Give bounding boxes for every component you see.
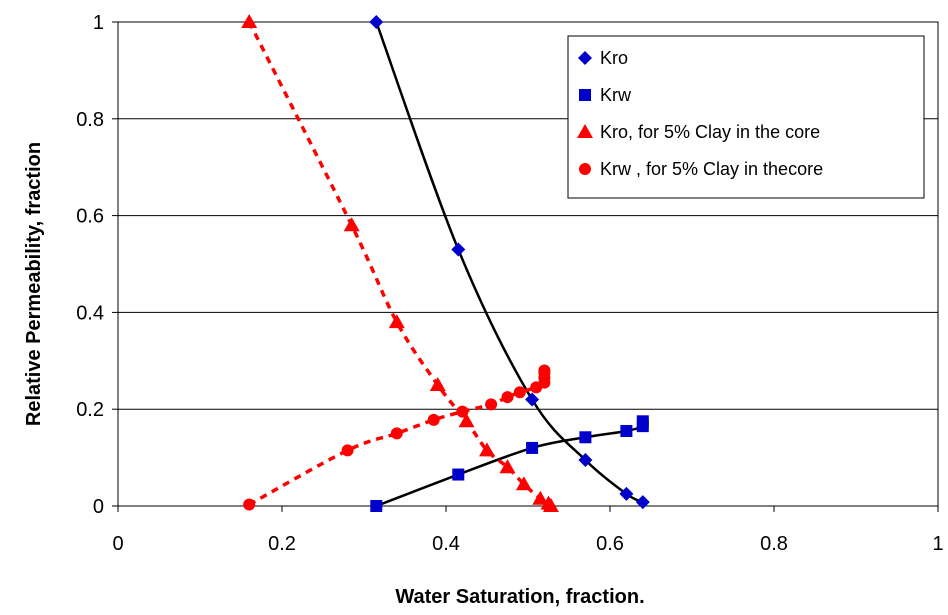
x-axis-title: Water Saturation, fraction. xyxy=(395,586,644,608)
series-0-point-4 xyxy=(619,486,634,501)
series-0-point-0 xyxy=(369,15,384,29)
legend-items: Kro Krw Kro, for 5% Clay in the core Krw , … xyxy=(577,48,823,179)
legend-marker-0 xyxy=(578,51,592,65)
series-3-point-1 xyxy=(341,444,354,457)
series-3-point-2 xyxy=(390,427,403,440)
series-3-point-0 xyxy=(243,498,256,511)
series-0-point-1 xyxy=(451,242,466,257)
x-tick-label-2: 0.4 xyxy=(432,533,460,555)
legend-marker-3 xyxy=(579,163,591,175)
x-tick-label-4: 0.8 xyxy=(760,533,788,555)
series-2-point-6 xyxy=(499,459,516,474)
legend-label-3: Krw , for 5% Clay in thecore xyxy=(600,159,823,179)
series-0-point-3 xyxy=(578,453,593,468)
series-3-point-6 xyxy=(501,391,514,404)
x-tick-label-1: 0.2 xyxy=(268,533,296,555)
series-1-point-6 xyxy=(636,415,649,428)
y-axis-ticks: 0 0.2 0.4 0.6 0.8 1 xyxy=(76,12,118,518)
x-tick-label-3: 0.6 xyxy=(596,533,624,555)
series-1-point-0 xyxy=(370,500,383,512)
x-tick-label-5: 1 xyxy=(932,533,943,555)
series-1-point-3 xyxy=(579,431,592,444)
series-line-1 xyxy=(375,420,646,508)
series-1-point-1 xyxy=(452,468,465,481)
legend-marker-2 xyxy=(577,124,593,138)
series-2-point-7 xyxy=(515,476,532,491)
legend-marker-1 xyxy=(579,89,591,101)
legend-label-0: Kro xyxy=(600,48,628,68)
y-tick-label-0: 0 xyxy=(93,496,104,518)
series-1-point-4 xyxy=(620,424,633,437)
series-3-point-12 xyxy=(538,364,551,377)
legend-label-2: Kro, for 5% Clay in the core xyxy=(600,122,820,142)
series-2-point-2 xyxy=(388,314,405,329)
y-tick-label-3: 0.6 xyxy=(76,206,104,228)
series-2-point-3 xyxy=(429,377,446,391)
series-3-point-3 xyxy=(427,413,440,426)
series-2-point-1 xyxy=(343,217,360,232)
series-3-point-7 xyxy=(513,386,526,399)
series-markers xyxy=(241,14,650,512)
series-1-point-2 xyxy=(526,441,539,454)
y-tick-label-5: 1 xyxy=(93,12,104,34)
legend-label-1: Krw xyxy=(600,85,632,105)
y-tick-label-2: 0.4 xyxy=(76,302,104,324)
series-2-point-4 xyxy=(458,413,475,428)
x-axis-ticks: 0 0.2 0.4 0.6 0.8 1 xyxy=(112,506,944,555)
series-2-point-0 xyxy=(241,14,258,28)
legend-box xyxy=(567,35,925,199)
series-0-point-5 xyxy=(635,495,650,510)
y-tick-label-4: 0.8 xyxy=(76,109,104,131)
series-0-point-2 xyxy=(525,392,540,407)
legend: Kro Krw Kro, for 5% Clay in the core Krw , … xyxy=(567,35,925,199)
x-tick-label-0: 0 xyxy=(112,533,123,555)
series-2-point-10 xyxy=(542,498,559,512)
y-axis-title: Relative Permeability, fraction xyxy=(23,142,45,426)
series-2-point-8 xyxy=(532,490,549,505)
series-3-point-4 xyxy=(456,405,469,418)
series-2-point-5 xyxy=(479,442,495,457)
series-3-point-5 xyxy=(485,398,498,411)
y-tick-label-1: 0.2 xyxy=(76,399,104,421)
